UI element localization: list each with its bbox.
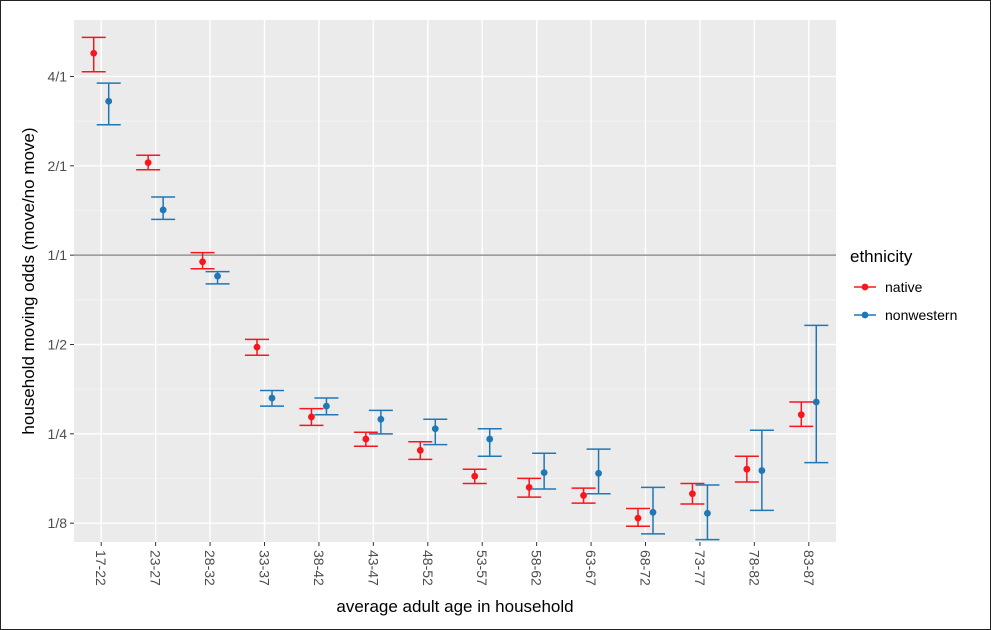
data-marks (81, 36, 829, 541)
y-tick-label: 2/1 (48, 158, 68, 174)
data-point (758, 467, 766, 474)
data-point (377, 415, 385, 423)
data-point (431, 425, 439, 433)
data-point (812, 398, 820, 406)
y-tick-label: 1/4 (48, 426, 68, 442)
x-tick-label: 48-52 (420, 550, 436, 586)
data-point (268, 394, 276, 402)
x-axis-title: average adult age in household (336, 597, 573, 616)
legend-label: nonwestern (885, 307, 957, 323)
y-axis-title: household moving odds (move/no move) (19, 127, 38, 434)
data-point (253, 343, 261, 351)
data-point (308, 413, 315, 421)
legend-key-point (861, 283, 869, 291)
x-tick-label: 23-27 (148, 550, 164, 586)
legend-item-nonwestern: nonwestern (854, 307, 957, 323)
data-point (199, 258, 206, 266)
legend-key-point (861, 311, 869, 319)
y-tick-label: 1/2 (48, 336, 68, 352)
x-tick-label: 83-87 (801, 550, 817, 586)
x-tick-label: 38-42 (311, 550, 327, 586)
plot-panel (74, 20, 836, 542)
legend-label: native (885, 279, 923, 295)
data-point (580, 492, 587, 499)
data-point (362, 435, 370, 443)
data-point (743, 465, 751, 473)
data-point (90, 49, 98, 57)
data-point (214, 272, 221, 280)
data-point (649, 508, 657, 516)
data-point (797, 411, 805, 419)
data-point (525, 483, 533, 491)
y-axis: 1/8 1/4 1/2 1/1 2/1 4/1 (48, 68, 74, 531)
data-point (634, 514, 642, 522)
x-tick-label: 17-22 (93, 550, 109, 586)
data-point (105, 97, 113, 105)
data-point (144, 159, 152, 167)
x-tick-label: 63-67 (583, 550, 599, 586)
x-tick-label: 43-47 (365, 550, 381, 586)
legend: ethnicity native nonwestern (850, 247, 957, 323)
data-point (486, 435, 494, 443)
x-tick-label: 33-37 (257, 550, 273, 586)
data-point (323, 402, 330, 410)
y-tick-label: 4/1 (48, 68, 68, 84)
x-tick-label: 68-72 (638, 550, 654, 586)
data-point (704, 509, 711, 517)
y-tick-label: 1/1 (48, 247, 68, 263)
data-point (159, 206, 167, 214)
x-tick-label: 58-62 (529, 550, 545, 586)
legend-title: ethnicity (850, 247, 913, 266)
data-point (540, 469, 548, 477)
data-point (689, 490, 696, 498)
series-nonwestern (96, 82, 829, 541)
x-tick-label: 73-77 (692, 550, 708, 586)
data-point (471, 472, 479, 480)
x-tick-label: 78-82 (746, 550, 762, 586)
x-tick-label: 28-32 (202, 550, 218, 586)
legend-item-native: native (854, 279, 923, 295)
x-axis: 17-22 23-27 28-32 33-37 38-42 43-47 48-52 53-57… (93, 542, 817, 586)
grid-minor (74, 120, 836, 479)
data-point (595, 469, 602, 477)
series-native (81, 36, 814, 528)
y-tick-label: 1/8 (48, 515, 68, 531)
x-tick-label: 53-57 (474, 550, 490, 586)
data-point (416, 446, 424, 454)
